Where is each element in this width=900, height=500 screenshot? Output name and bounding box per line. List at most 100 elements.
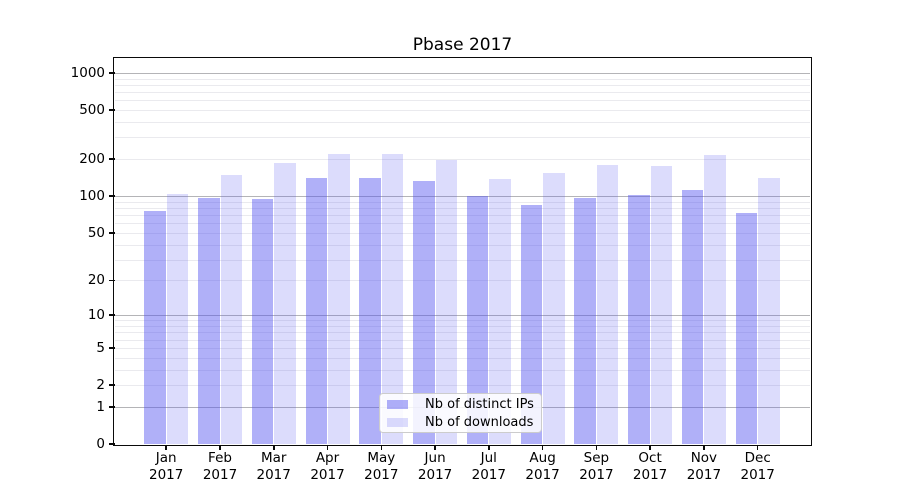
gridline-minor xyxy=(115,369,810,371)
x-tick-mark xyxy=(703,445,705,450)
y-tick-label: 20 xyxy=(87,272,105,289)
gridline-minor xyxy=(115,259,810,261)
x-tick-year: 2017 xyxy=(686,467,722,483)
y-tick-mark xyxy=(109,406,115,408)
gridline-major xyxy=(115,315,810,317)
gridline-minor xyxy=(115,201,810,203)
y-tick-mark xyxy=(109,279,115,282)
x-tick-label: Mar 2017 xyxy=(244,450,304,484)
gridline-minor xyxy=(115,320,810,322)
y-tick-mark xyxy=(109,232,115,234)
bar-distinct-ips-sep xyxy=(574,197,596,444)
y-tick-mark xyxy=(109,347,115,349)
bar-distinct-ips-jan xyxy=(144,210,166,444)
gridline-minor xyxy=(115,244,810,246)
bar-downloads-aug xyxy=(543,172,565,444)
x-tick-mark xyxy=(326,445,329,450)
y-tick-label: 50 xyxy=(87,224,105,241)
y-tick-label: 1 xyxy=(96,398,105,415)
x-tick-label: Dec 2017 xyxy=(728,450,788,484)
x-tick-label: Nov 2017 xyxy=(674,450,734,484)
bar-distinct-ips-mar xyxy=(251,199,274,444)
y-tick-mark xyxy=(109,158,115,160)
x-tick-year: 2017 xyxy=(149,467,184,483)
x-tick-mark xyxy=(541,445,544,450)
legend-swatch-downloads xyxy=(387,417,408,427)
x-tick-label: Sep 2017 xyxy=(566,450,626,484)
bar-downloads-nov xyxy=(704,155,726,444)
legend: Nb of distinct IPs Nb of downloads xyxy=(379,393,542,433)
bar-downloads-may xyxy=(381,154,404,444)
y-tick-mark xyxy=(109,72,115,74)
legend-swatch-distinct-ips xyxy=(387,399,408,409)
bar-downloads-jun xyxy=(435,159,458,444)
x-tick-label: Jan 2017 xyxy=(136,450,196,484)
bar-downloads-oct xyxy=(650,166,673,444)
gridline-minor xyxy=(115,385,810,386)
x-tick-label: Feb 2017 xyxy=(190,450,250,484)
x-tick-month: Jan xyxy=(155,450,177,466)
gridline-minor xyxy=(115,122,810,123)
x-tick-month: Nov xyxy=(690,450,718,466)
y-tick-mark xyxy=(109,195,115,197)
x-tick-mark xyxy=(434,445,436,450)
x-tick-month: May xyxy=(367,450,396,466)
gridline-minor xyxy=(115,347,810,349)
bar-distinct-ips-jun xyxy=(413,181,435,444)
x-tick-month: Apr xyxy=(315,450,340,466)
x-tick-label: Aug 2017 xyxy=(513,450,573,484)
bar-downloads-feb xyxy=(220,174,242,444)
x-tick-mark xyxy=(488,445,490,450)
x-tick-month: Oct xyxy=(638,450,662,466)
gridline-minor xyxy=(115,326,810,327)
gridline-major xyxy=(115,196,810,198)
y-tick-label: 0 xyxy=(96,436,105,452)
bar-downloads-mar xyxy=(274,163,296,444)
y-tick-mark xyxy=(109,384,115,386)
y-tick-label: 100 xyxy=(79,188,105,205)
gridline-major xyxy=(115,72,810,74)
bar-downloads-jul xyxy=(489,178,511,444)
gridline-minor xyxy=(115,110,810,111)
legend-item: Nb of distinct IPs xyxy=(380,395,541,413)
x-tick-label: Jun 2017 xyxy=(405,450,465,484)
gridline-minor xyxy=(115,137,810,139)
x-tick-year: 2017 xyxy=(632,467,668,483)
x-tick-year: 2017 xyxy=(310,467,345,483)
gridline-minor xyxy=(115,100,810,102)
gridline-minor xyxy=(115,92,810,93)
x-tick-mark xyxy=(756,445,759,450)
legend-label: Nb of downloads xyxy=(425,414,534,430)
plot-area xyxy=(115,59,810,444)
y-tick-label: 2 xyxy=(96,377,105,393)
x-tick-month: Sep xyxy=(583,450,610,466)
gridline-minor xyxy=(115,339,810,341)
x-tick-month: Jul xyxy=(480,450,497,466)
gridline-minor xyxy=(115,232,810,234)
y-tick-label: 5 xyxy=(96,339,105,356)
bar-downloads-apr xyxy=(328,154,350,444)
bar-downloads-jan xyxy=(166,194,189,444)
x-tick-mark xyxy=(219,445,221,450)
x-tick-mark xyxy=(273,445,275,450)
legend-item: Nb of downloads xyxy=(380,413,541,431)
y-tick-mark xyxy=(109,443,115,445)
x-tick-year: 2017 xyxy=(579,467,614,483)
gridline-minor xyxy=(115,332,810,334)
x-tick-month: Feb xyxy=(208,450,232,466)
y-tick-label: 10 xyxy=(87,307,105,324)
y-tick-label: 500 xyxy=(79,102,105,118)
x-tick-mark xyxy=(649,445,651,450)
gridline-minor xyxy=(115,357,810,359)
gridline-minor xyxy=(115,223,810,225)
x-tick-month: Dec xyxy=(744,450,771,466)
gridline-minor xyxy=(115,84,810,86)
gridline-minor xyxy=(115,207,810,209)
bar-distinct-ips-feb xyxy=(198,198,220,444)
bar-downloads-dec xyxy=(758,178,780,444)
x-tick-year: 2017 xyxy=(202,467,238,483)
y-tick-label: 200 xyxy=(79,151,105,168)
bar-distinct-ips-nov xyxy=(681,190,704,444)
gridline-minor xyxy=(115,78,810,80)
